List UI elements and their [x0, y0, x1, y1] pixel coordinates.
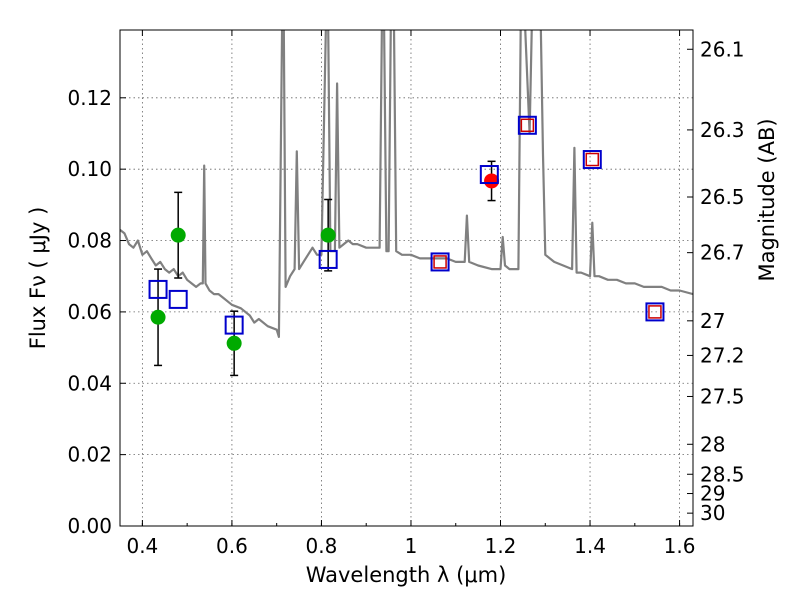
- x-tick-label: 0.4: [126, 534, 158, 558]
- data-point: [170, 227, 186, 243]
- right-tick-label: 26.5: [700, 185, 745, 209]
- spectrum-line: [120, 30, 693, 338]
- model-square-blue: [148, 279, 168, 299]
- x-axis-label: Wavelength λ (μm): [306, 563, 507, 587]
- points-layer: [148, 115, 665, 377]
- model-square-blue: [582, 150, 602, 170]
- right-tick-label: 28.5: [700, 462, 745, 486]
- x-tick-label: 0.6: [216, 534, 248, 558]
- right-tick-label: 26.7: [700, 241, 745, 265]
- y-tick-label: 0.06: [67, 300, 112, 324]
- model-square-blue: [479, 165, 499, 185]
- y-tick-label: 0.08: [67, 229, 112, 253]
- x-tick-label: 1: [405, 534, 418, 558]
- right-tick-label: 28: [700, 432, 725, 456]
- y-tick-label: 0.10: [67, 157, 112, 181]
- right-tick-label: 27.5: [700, 384, 745, 408]
- plot-frame: [119, 29, 694, 527]
- right-tick-label: 26.3: [700, 118, 745, 142]
- model-square-blue: [645, 302, 665, 322]
- data-point: [320, 227, 336, 243]
- model-square-blue: [318, 249, 338, 269]
- model-square-red: [433, 255, 447, 269]
- x-tick-label: 1.2: [485, 534, 517, 558]
- x-tick-label: 1.4: [574, 534, 606, 558]
- y-axis-label: Flux Fν ( μJy ): [26, 207, 50, 350]
- model-square-blue: [430, 252, 450, 272]
- y-tick-label: 0.04: [67, 371, 112, 395]
- right-tick-label: 29: [700, 482, 725, 506]
- model-square-blue: [168, 289, 188, 309]
- model-square-blue: [517, 115, 537, 135]
- spectrum-layer: [120, 30, 693, 338]
- y-tick-label: 0.12: [67, 86, 112, 110]
- model-square-red: [585, 152, 600, 167]
- model-square-blue: [224, 315, 244, 335]
- x-tick-label: 1.6: [664, 534, 696, 558]
- model-square-red: [520, 118, 535, 133]
- y-tick-label: 0.00: [67, 514, 112, 538]
- right-tick-label: 27.2: [700, 343, 745, 367]
- right-tick-label: 27: [700, 309, 725, 333]
- right-tick-label: 30: [700, 501, 725, 525]
- y-axis-right-label: Magnitude (AB): [755, 118, 779, 281]
- model-square-red: [648, 305, 662, 319]
- right-tick-label: 26.1: [700, 37, 745, 61]
- ticks: 0.4 0.6 0.8 1 1.2 1.4 1.6 0.00 0.02 0.04 0.06 0.08 0…: [67, 30, 745, 558]
- data-point: [484, 173, 500, 189]
- x-tick-label: 0.8: [306, 534, 338, 558]
- y-tick-label: 0.02: [67, 443, 112, 467]
- data-point: [150, 309, 166, 325]
- data-point: [226, 335, 242, 351]
- plot-background: [120, 30, 693, 526]
